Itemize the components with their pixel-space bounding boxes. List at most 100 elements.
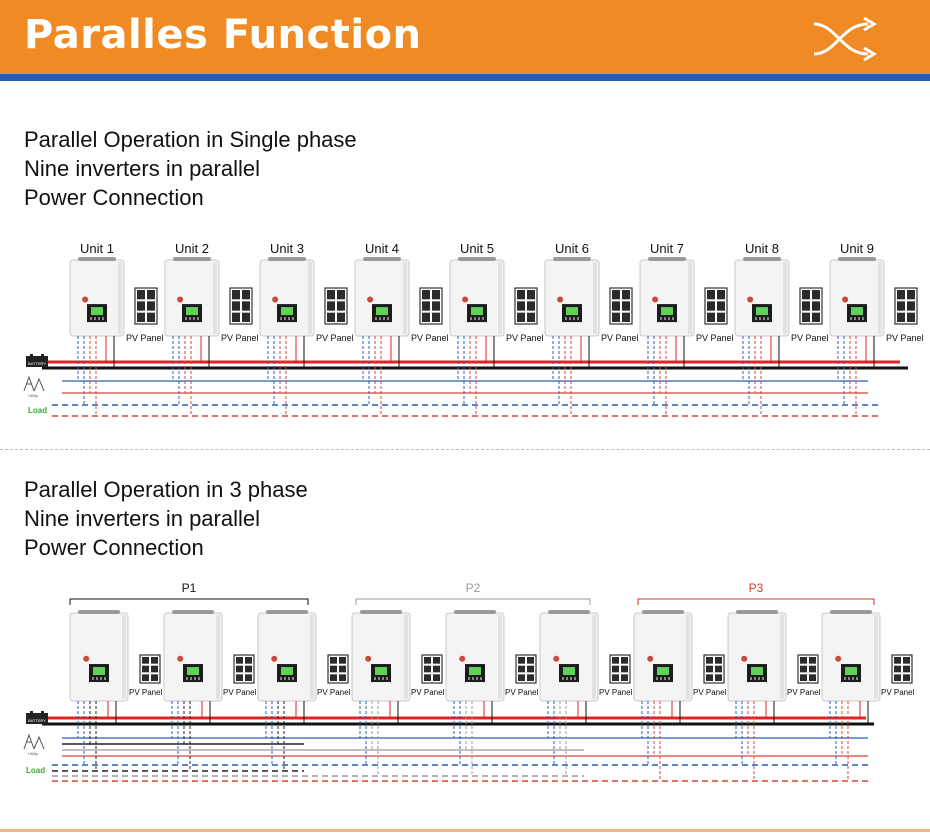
lcd-screen bbox=[751, 667, 763, 676]
inverter-body bbox=[163, 612, 223, 702]
pv-panel-icon bbox=[609, 654, 631, 684]
pv-cell bbox=[327, 301, 335, 311]
pv-cell bbox=[800, 665, 807, 673]
unit-label: Unit 9 bbox=[840, 241, 874, 256]
pv-cell bbox=[236, 657, 243, 664]
inverter-top bbox=[268, 257, 306, 261]
pv-cell bbox=[330, 657, 337, 664]
brand-logo-icon bbox=[367, 296, 374, 303]
inverter-top bbox=[548, 610, 590, 614]
inverter-unit bbox=[449, 257, 505, 337]
pv-cell bbox=[242, 290, 250, 300]
shuffle-arrows-icon bbox=[813, 16, 877, 62]
pv-cell bbox=[327, 312, 335, 322]
pv-cell bbox=[422, 312, 430, 322]
pv-cell bbox=[809, 665, 816, 673]
pv-cell bbox=[147, 312, 155, 322]
phase-bracket bbox=[637, 598, 875, 605]
control-button bbox=[844, 677, 846, 681]
pv-panel-label: PV Panel bbox=[886, 333, 924, 343]
battery-body bbox=[26, 356, 48, 367]
inverter-side bbox=[878, 262, 882, 334]
inverter-unit bbox=[544, 257, 600, 337]
control-button bbox=[189, 317, 191, 321]
lcd-screen bbox=[469, 667, 481, 676]
pv-cell bbox=[330, 665, 337, 673]
pv-cell bbox=[151, 665, 158, 673]
brand-logo-icon bbox=[553, 655, 560, 662]
pylon-shape bbox=[23, 733, 35, 750]
inverter-side bbox=[118, 262, 122, 334]
pv-cell bbox=[242, 301, 250, 311]
inverter-top bbox=[78, 610, 120, 614]
control-button bbox=[750, 677, 752, 681]
inverter-top bbox=[454, 610, 496, 614]
control-button bbox=[664, 677, 666, 681]
control-button bbox=[193, 317, 195, 321]
control-button bbox=[482, 317, 484, 321]
pv-cell bbox=[802, 312, 810, 322]
control-button bbox=[100, 677, 102, 681]
section2-line-1: Parallel Operation in 3 phase bbox=[24, 477, 308, 502]
control-button bbox=[280, 677, 282, 681]
control-button bbox=[378, 677, 380, 681]
control-button bbox=[758, 677, 760, 681]
pv-cell bbox=[527, 665, 534, 673]
inverter-unit bbox=[829, 257, 885, 337]
inverter-unit bbox=[639, 257, 695, 337]
control-button bbox=[98, 317, 100, 321]
control-button bbox=[570, 677, 572, 681]
pv-panel-icon bbox=[233, 654, 255, 684]
unit-label: Unit 3 bbox=[270, 241, 304, 256]
brand-logo-icon bbox=[177, 655, 184, 662]
pv-panel-icon bbox=[514, 287, 538, 325]
inverter-top bbox=[736, 610, 778, 614]
brand-logo-icon bbox=[647, 655, 654, 662]
pv-cell bbox=[518, 674, 525, 681]
pv-cell bbox=[897, 290, 905, 300]
control-button bbox=[292, 677, 294, 681]
section1-heading: Parallel Operation in Single phase Nine … bbox=[24, 125, 357, 212]
inverter-body bbox=[639, 259, 695, 337]
pv-cell bbox=[717, 290, 725, 300]
pv-panel-icon bbox=[894, 287, 918, 325]
pylon-shape bbox=[33, 735, 45, 750]
section1-line-1: Parallel Operation in Single phase bbox=[24, 127, 357, 152]
control-button bbox=[386, 677, 388, 681]
grid-label: Utility bbox=[28, 393, 38, 398]
grid-label: Utility bbox=[28, 751, 38, 756]
pv-cell bbox=[715, 665, 722, 673]
control-button bbox=[566, 677, 568, 681]
pv-cell bbox=[894, 657, 901, 664]
inverter-body bbox=[539, 612, 599, 702]
pv-panel-icon bbox=[703, 654, 725, 684]
inverter-unit bbox=[445, 610, 505, 702]
control-button bbox=[185, 317, 187, 321]
inverter-unit bbox=[69, 257, 125, 337]
inverter-body bbox=[69, 259, 125, 337]
control-button bbox=[472, 677, 474, 681]
pv-cell bbox=[142, 665, 149, 673]
pv-panel-label: PV Panel bbox=[506, 333, 544, 343]
battery-terminal bbox=[41, 354, 44, 356]
pv-cell bbox=[517, 301, 525, 311]
lcd-screen bbox=[851, 307, 863, 316]
load-label: Load bbox=[26, 766, 45, 775]
pv-cell bbox=[232, 312, 240, 322]
pv-cell bbox=[903, 665, 910, 673]
pv-panel-label: PV Panel bbox=[601, 333, 639, 343]
pv-cell bbox=[137, 312, 145, 322]
battery-body bbox=[26, 713, 48, 724]
inverter-body bbox=[449, 259, 505, 337]
pv-cell bbox=[707, 301, 715, 311]
lcd-screen bbox=[563, 667, 575, 676]
phase-label: P2 bbox=[466, 581, 481, 595]
pv-cell bbox=[424, 657, 431, 664]
utility-grid-icon: Utility bbox=[23, 375, 45, 398]
control-button bbox=[565, 317, 567, 321]
pv-cell bbox=[142, 674, 149, 681]
control-button bbox=[854, 317, 856, 321]
inverter-top bbox=[172, 610, 214, 614]
control-button bbox=[387, 317, 389, 321]
pv-cell bbox=[339, 674, 346, 681]
